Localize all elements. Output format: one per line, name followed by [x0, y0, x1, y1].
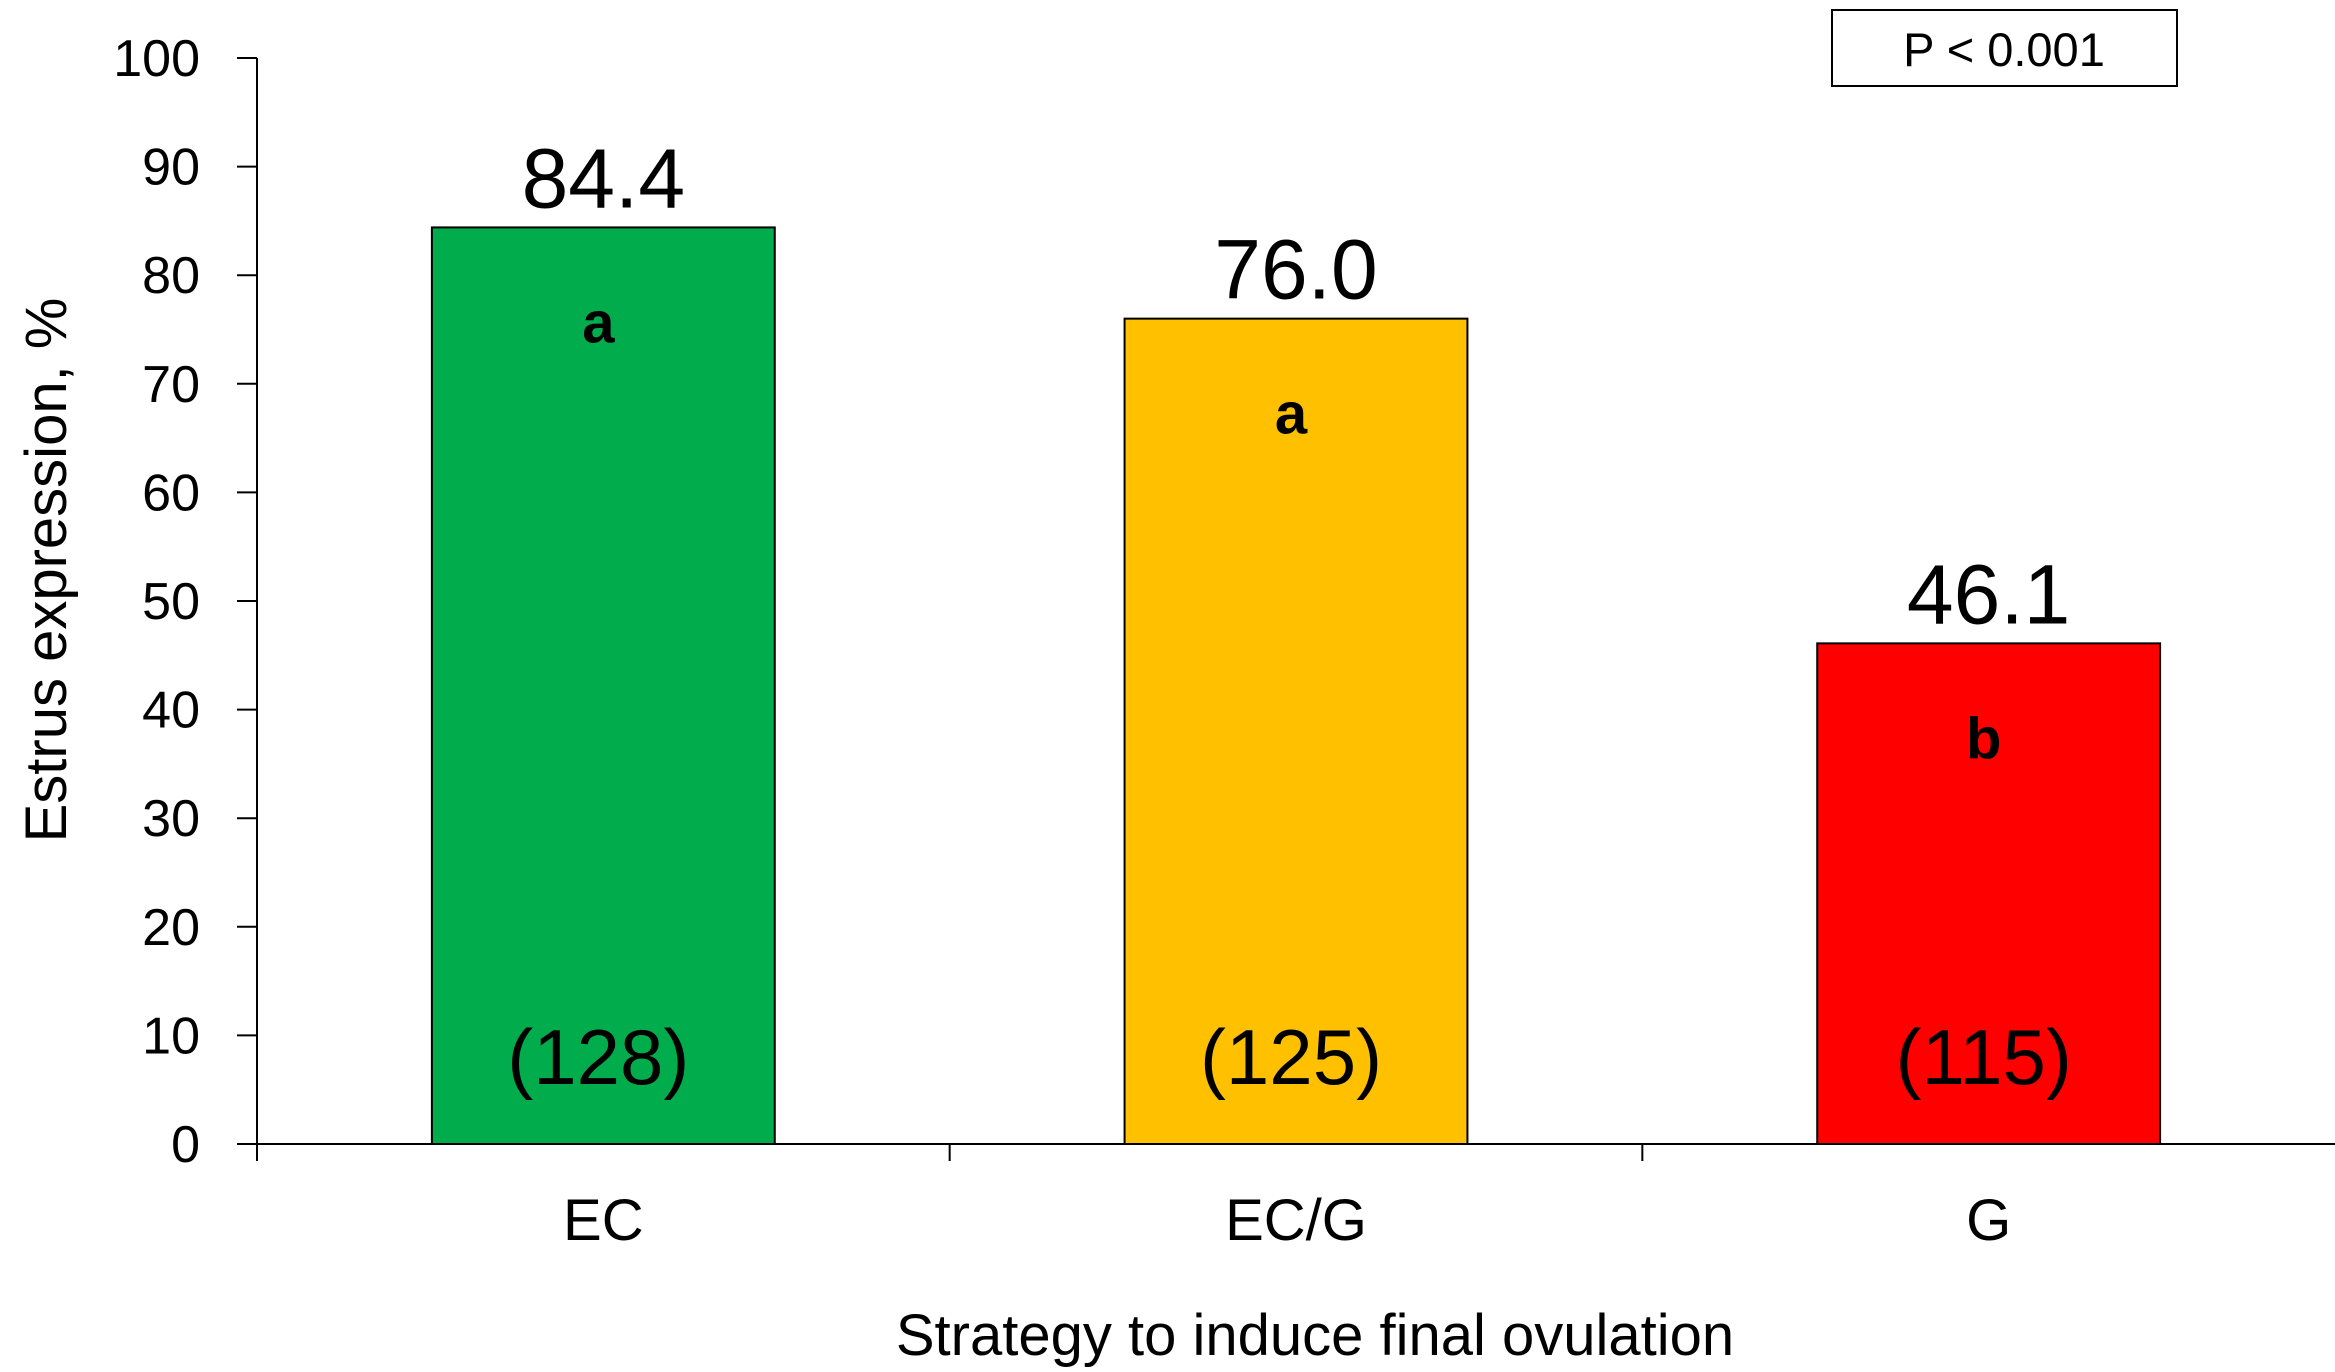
data-label: 46.1: [1907, 547, 2071, 641]
significance-letter: b: [1966, 706, 2001, 771]
y-tick-label: 20: [142, 899, 200, 957]
y-tick-label: 100: [113, 30, 200, 88]
data-label: 84.4: [522, 131, 686, 225]
p-value-box: P < 0.001: [1831, 9, 2178, 87]
sample-size-label: (128): [507, 1013, 689, 1101]
sample-size-label: (115): [1896, 1013, 2072, 1101]
x-tick-label: EC/G: [1225, 1188, 1367, 1253]
y-tick-label: 30: [142, 790, 200, 848]
y-tick-label: 60: [142, 464, 200, 522]
sample-size-label: (125): [1200, 1013, 1382, 1101]
y-tick-label: 90: [142, 139, 200, 197]
data-label: 76.0: [1214, 223, 1378, 317]
y-axis-title: Estrus expression, %: [14, 298, 79, 843]
y-tick-label: 80: [142, 247, 200, 305]
y-tick-label: 70: [142, 356, 200, 414]
x-axis-title: Strategy to induce final ovulation: [896, 1303, 1734, 1368]
y-tick-label: 10: [142, 1007, 200, 1065]
x-tick-label: G: [1966, 1188, 2011, 1253]
x-tick-label: EC: [563, 1188, 644, 1253]
significance-letter: a: [582, 290, 615, 355]
bar-ec-g: [1123, 317, 1469, 1145]
y-tick-label: 0: [171, 1116, 200, 1174]
significance-letter: a: [1275, 382, 1308, 447]
p-value-annotation: P < 0.001: [1903, 23, 2105, 76]
y-tick-label: 40: [142, 682, 200, 740]
bar-ec: [430, 226, 776, 1145]
bar-g: [1816, 642, 2162, 1145]
y-tick-label: 50: [142, 573, 200, 631]
